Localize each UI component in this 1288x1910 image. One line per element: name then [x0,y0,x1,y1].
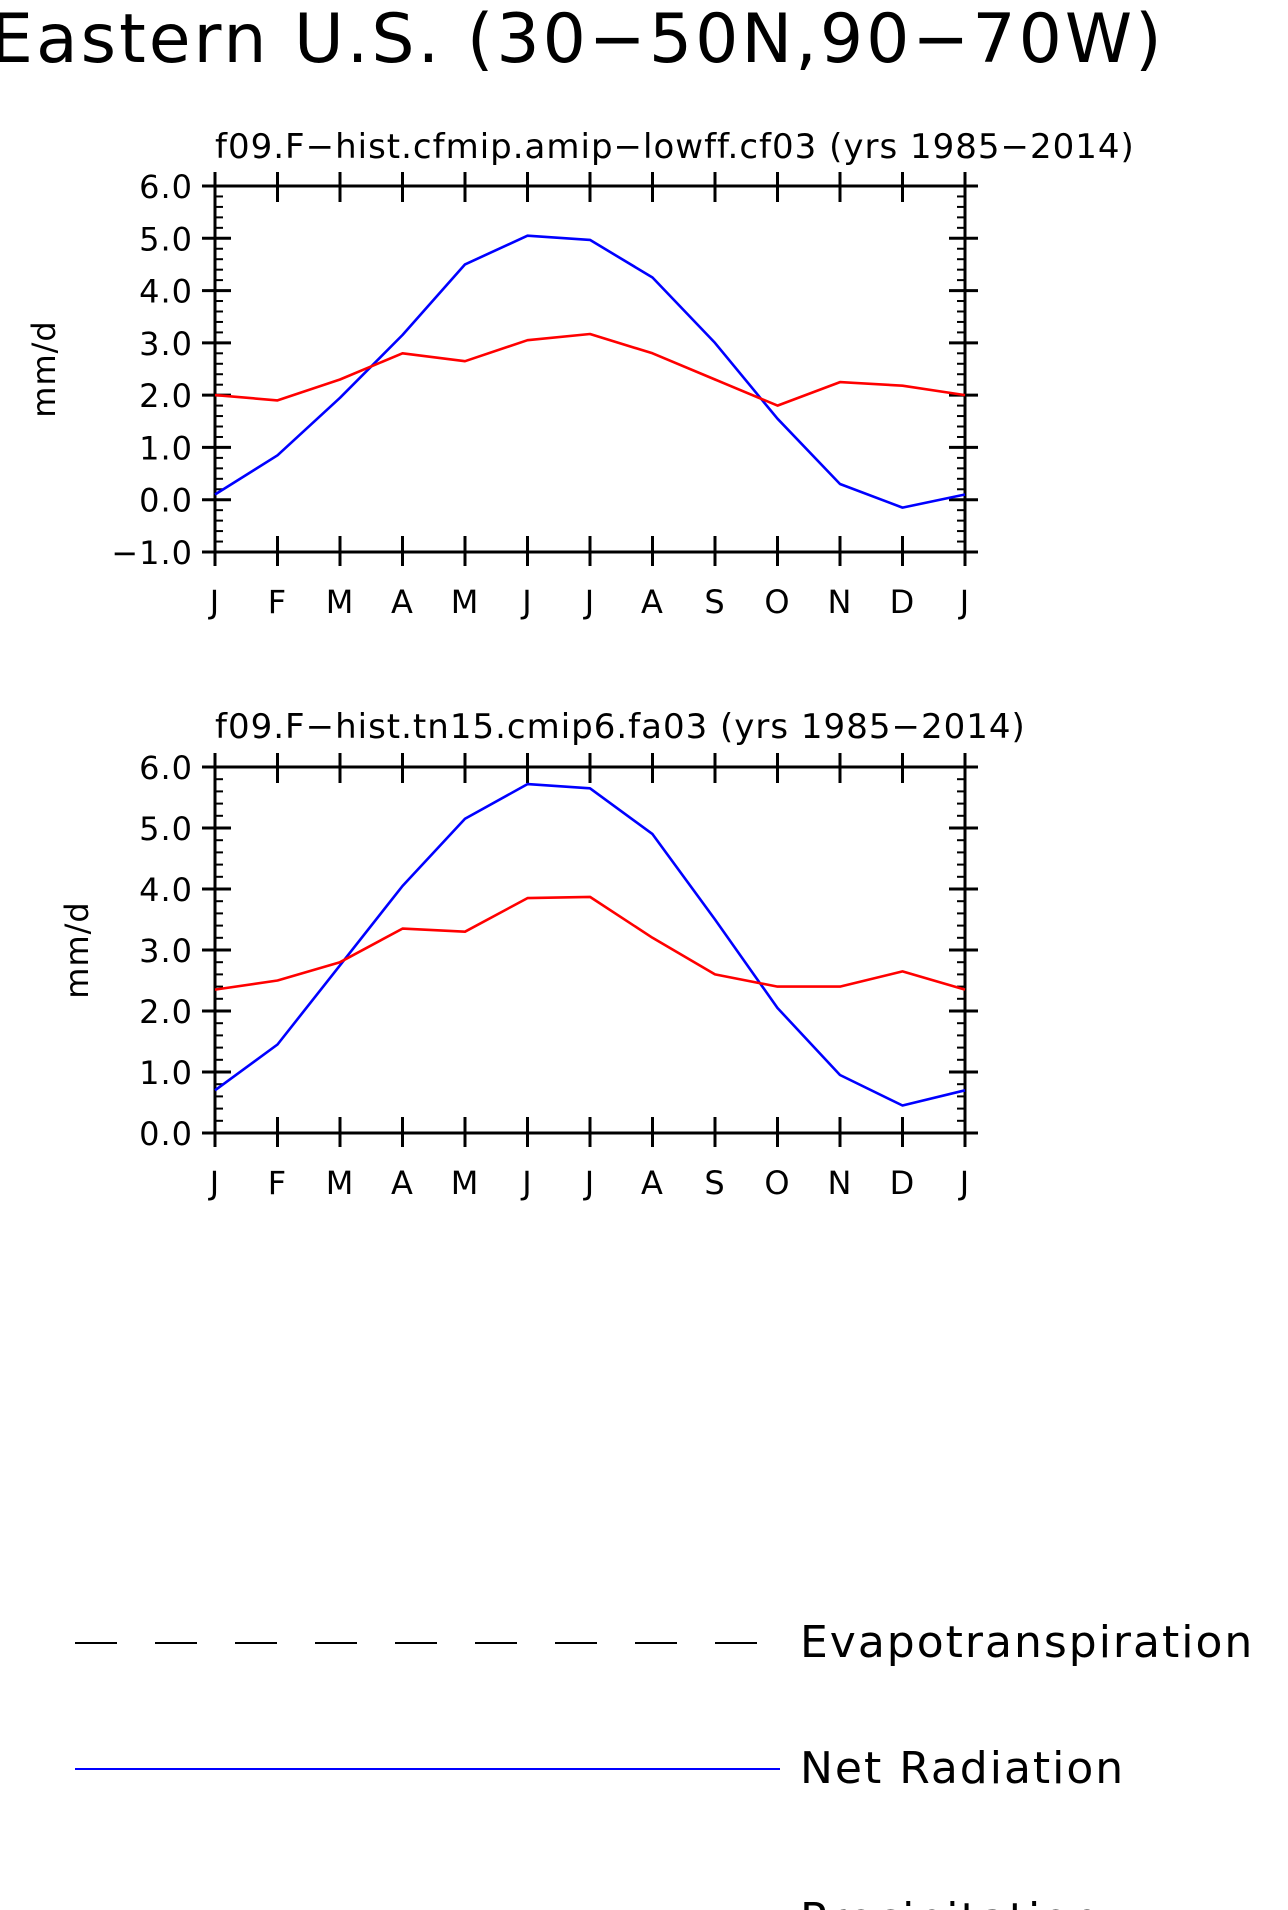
x-tick-label: M [451,1164,480,1202]
chart-panel-1: f09.F−hist.cfmip.amip−lowff.cf03 (yrs 19… [25,127,1135,621]
x-tick-label: S [704,1164,725,1202]
x-tick-label: J [958,1164,970,1202]
series-line-precipitation [214,895,966,991]
y-tick-label: 2.0 [139,377,193,415]
y-tick-label: 2.0 [139,993,193,1031]
panel-title: f09.F−hist.cfmip.amip−lowff.cf03 (yrs 19… [215,127,1135,167]
x-tick-label: S [704,583,725,621]
x-tick-label: J [583,1164,595,1202]
y-tick-label: 5.0 [139,810,193,848]
series-line-net-radiation [214,782,966,1107]
y-axis-label: mm/d [58,901,96,998]
x-tick-label: J [520,583,532,621]
main-title: Eastern U.S. (30−50N,90−70W) [0,0,1165,79]
y-tick-label: −1.0 [111,534,193,572]
x-tick-label: D [890,1164,916,1202]
plot-frame [213,184,967,554]
x-tick-label: A [391,1164,414,1202]
y-tick-label: 0.0 [139,482,193,520]
x-tick-label: O [764,1164,790,1202]
x-tick-label: J [583,583,595,621]
x-tick-label: J [208,583,220,621]
x-tick-label: M [326,1164,355,1202]
y-tick-label: 4.0 [139,871,193,909]
x-tick-label: M [326,583,355,621]
x-tick-label: F [268,583,287,621]
series-line-net-radiation [214,234,966,509]
x-tick-label: N [828,583,853,621]
x-tick-label: O [764,583,790,621]
y-tick-label: 1.0 [139,1054,193,1092]
legend-label: Net Radiation [800,1743,1125,1794]
y-tick-label: 4.0 [139,273,193,311]
y-tick-label: 0.0 [139,1115,193,1153]
x-tick-label: N [828,1164,853,1202]
plot-frame [213,765,967,1135]
legend-item-evapotranspiration: Evapotranspiration [75,1617,1254,1668]
series-line-precipitation [214,332,966,407]
x-tick-label: M [451,583,480,621]
legend: Evapotranspiration Net Radiation Precipita… [75,1617,1254,1910]
y-tick-label: 6.0 [139,168,193,206]
x-tick-label: D [890,583,916,621]
legend-label: Evapotranspiration [800,1617,1254,1668]
y-tick-label: 1.0 [139,429,193,467]
x-tick-label: J [958,583,970,621]
y-tick-label: 3.0 [139,932,193,970]
x-tick-label: J [520,1164,532,1202]
x-tick-label: F [268,1164,287,1202]
y-axis-label: mm/d [25,320,63,417]
x-tick-label: A [641,1164,664,1202]
x-tick-label: A [391,583,414,621]
x-tick-label: A [641,583,664,621]
chart-panel-2: f09.F−hist.tn15.cmip6.fa03 (yrs 1985−201… [58,707,1026,1202]
x-tick-label: J [208,1164,220,1202]
y-tick-label: 3.0 [139,325,193,363]
legend-label: Precipitation [800,1894,1101,1910]
legend-item-precipitation: Precipitation [800,1894,1101,1910]
chart-panels: f09.F−hist.cfmip.amip−lowff.cf03 (yrs 19… [25,127,1135,1202]
y-tick-label: 6.0 [139,749,193,787]
y-tick-label: 5.0 [139,220,193,258]
legend-item-net-radiation: Net Radiation [75,1743,1125,1794]
panel-title: f09.F−hist.tn15.cmip6.fa03 (yrs 1985−201… [215,707,1026,747]
